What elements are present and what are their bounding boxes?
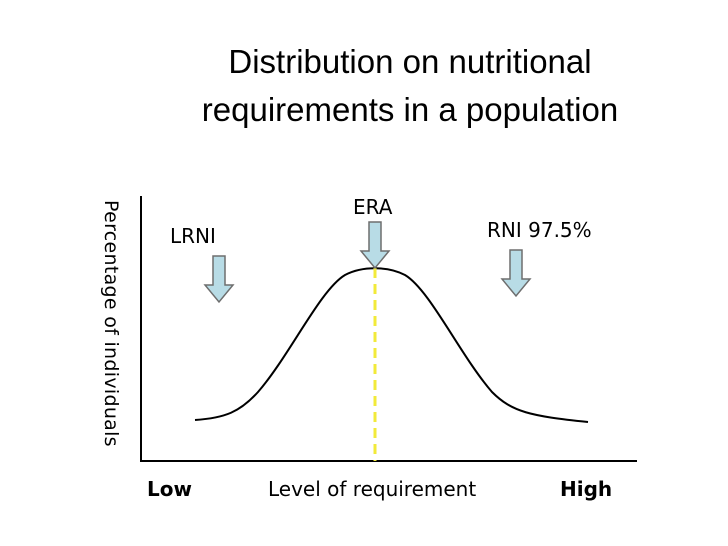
x-axis-low-label: Low <box>147 477 192 501</box>
distribution-curve <box>194 267 589 423</box>
marker-label-era: ERA <box>353 195 393 219</box>
title-line-2: requirements in a population <box>201 91 619 128</box>
y-axis-label: Percentage of individuals <box>100 200 122 447</box>
rni-arrow-icon <box>500 249 532 298</box>
title-line-1: Distribution on nutritional <box>228 43 592 80</box>
lrni-arrow-icon <box>203 255 235 304</box>
x-axis-high-label: High <box>560 477 613 501</box>
era-arrow-icon <box>359 221 391 270</box>
marker-label-lrni: LRNI <box>170 224 216 248</box>
x-axis-label: Level of requirement <box>268 477 477 501</box>
slide-title: Distribution on nutritional requirements… <box>140 38 680 134</box>
marker-label-rni: RNI 97.5% <box>487 218 592 242</box>
